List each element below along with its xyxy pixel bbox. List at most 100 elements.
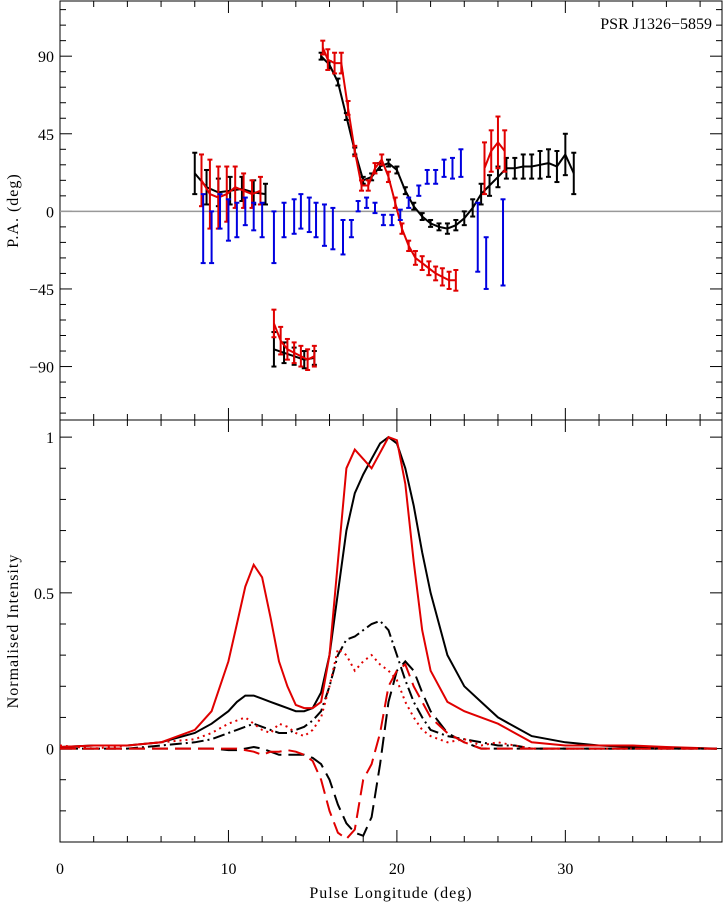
series-line (59, 435, 717, 750)
error-bar (419, 212, 425, 221)
error-bar (340, 218, 346, 256)
y-tick-label: 90 (38, 49, 54, 66)
error-bar (487, 174, 493, 197)
y-axis-label: P.A. (deg) (5, 173, 22, 247)
error-bar (345, 100, 351, 116)
error-bar (217, 193, 223, 230)
error-bar (488, 129, 494, 173)
error-bar (394, 165, 400, 175)
error-bar (338, 51, 344, 75)
y-tick-label: 1 (46, 430, 54, 447)
error-bar (392, 196, 398, 209)
error-bar (426, 260, 432, 277)
x-tick-label: 10 (220, 861, 236, 878)
error-bar (263, 182, 269, 206)
error-bar (325, 48, 331, 71)
error-bar (379, 153, 385, 166)
error-bar (475, 201, 481, 273)
error-bar (412, 250, 418, 266)
error-bar (291, 341, 297, 365)
error-bar (529, 153, 535, 180)
chart-title: PSR J1326−5859 (600, 16, 712, 33)
error-bar (225, 198, 231, 242)
error-bar (242, 196, 248, 227)
error-bar (478, 182, 484, 206)
error-bar (520, 153, 526, 180)
y-axis-label: Normalised Intensity (5, 554, 22, 709)
series-line (483, 140, 506, 169)
error-bar (385, 158, 391, 168)
error-bar (461, 210, 467, 227)
error-bar (298, 344, 304, 368)
error-bar (372, 201, 378, 215)
error-bar (271, 308, 277, 339)
error-bar (444, 222, 450, 235)
error-bar (428, 218, 434, 228)
error-bar (411, 201, 417, 211)
error-bar (495, 115, 501, 170)
plot-frame (59, 0, 723, 421)
error-bar (470, 198, 476, 218)
error-bar (372, 162, 378, 175)
error-bar (424, 168, 430, 185)
error-bar (433, 168, 439, 185)
error-bar (209, 210, 215, 265)
error-bar (330, 206, 336, 251)
error-bar (502, 129, 508, 173)
error-bar (200, 193, 206, 265)
y-tick-label: 0 (46, 742, 54, 759)
error-bar (402, 186, 408, 196)
error-bar (500, 198, 506, 287)
error-bar (320, 39, 326, 56)
error-bar (453, 218, 459, 232)
error-bar (234, 201, 240, 239)
error-bar (416, 184, 422, 197)
series-line (59, 435, 717, 750)
series-line (60, 662, 717, 841)
error-bar (446, 270, 452, 290)
error-bar (359, 179, 365, 192)
error-bar (406, 196, 412, 209)
error-bar (449, 156, 455, 180)
series-line (60, 619, 717, 750)
error-bar (481, 141, 487, 196)
error-bar (364, 196, 370, 209)
error-bar (305, 348, 311, 371)
error-bar (399, 222, 405, 235)
error-bar (332, 51, 338, 75)
error-bar (301, 350, 307, 370)
error-bar (483, 236, 489, 290)
x-tick-label: 30 (557, 861, 573, 878)
error-bar (419, 255, 425, 271)
error-bar (571, 151, 577, 196)
error-bar (313, 201, 319, 239)
error-bar (306, 196, 312, 234)
error-bar (311, 344, 317, 368)
error-bar (298, 193, 304, 230)
error-bar (458, 148, 464, 178)
error-bar (562, 132, 568, 177)
error-bar (291, 198, 297, 235)
error-bar (385, 170, 391, 184)
y-tick-label: 0.5 (34, 586, 54, 603)
error-bar (512, 156, 518, 180)
error-bar (537, 150, 543, 180)
error-bar (441, 158, 447, 178)
error-bar (251, 201, 257, 232)
series-line (200, 179, 261, 199)
y-tick-label: 45 (38, 127, 54, 144)
x-tick-label: 0 (56, 861, 64, 878)
error-bar (284, 337, 290, 361)
error-bar (192, 151, 198, 196)
error-bar (271, 210, 277, 265)
error-bar (281, 201, 287, 239)
error-bar (453, 268, 459, 292)
error-bar (278, 325, 284, 356)
error-bar (397, 208, 403, 221)
error-bar (321, 203, 327, 247)
error-bar (352, 144, 358, 158)
x-axis-label: Pulse Longitude (deg) (309, 885, 472, 902)
error-bar (355, 200, 361, 213)
error-bar (348, 218, 354, 239)
error-bar (406, 239, 412, 253)
